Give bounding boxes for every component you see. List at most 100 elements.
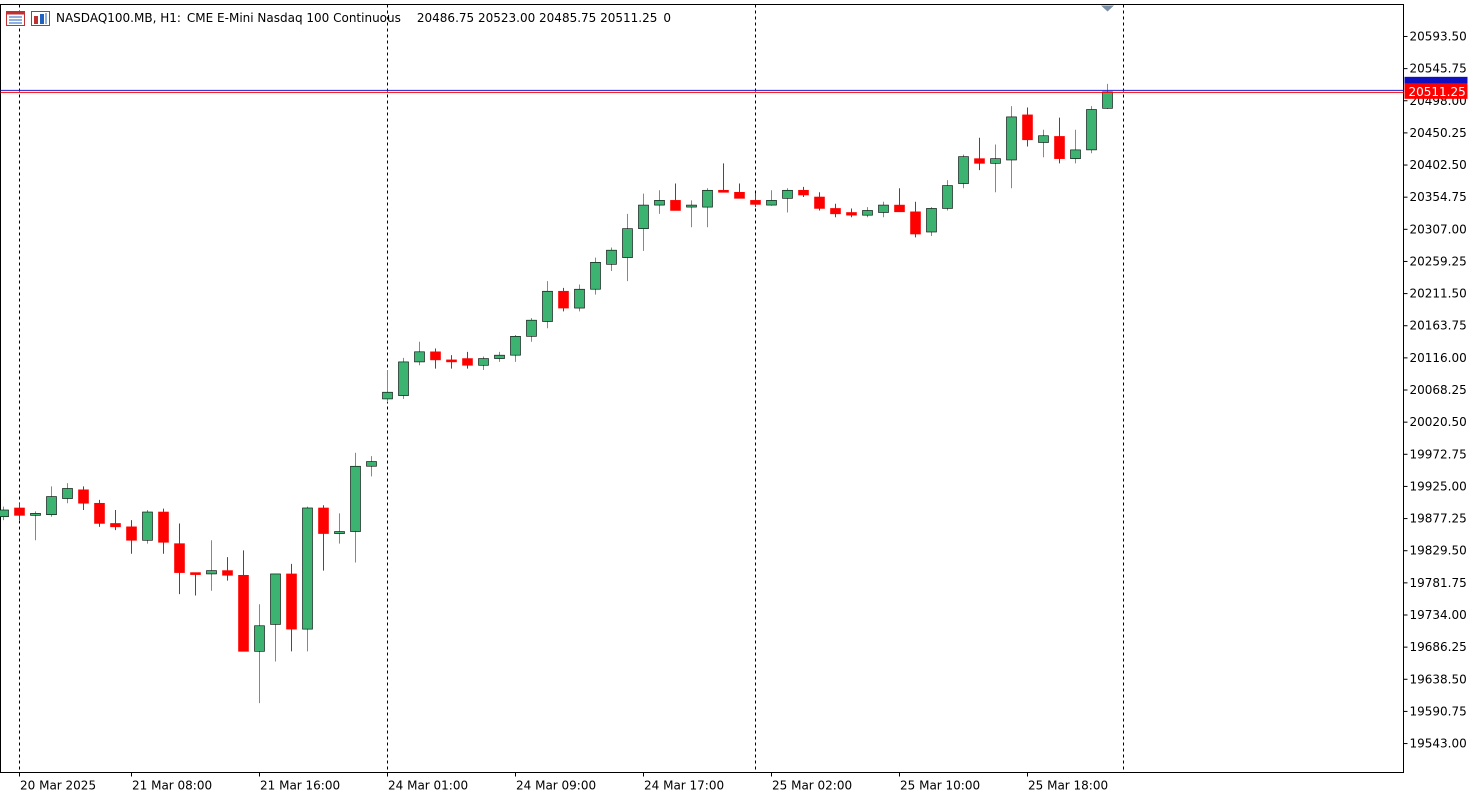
candle-body — [222, 570, 233, 576]
candle-body — [558, 290, 569, 309]
candle-body — [30, 513, 41, 516]
candle-body — [366, 461, 377, 467]
candle-body — [686, 204, 697, 208]
y-tick-label: 19877.25 — [1410, 512, 1467, 526]
candle-body — [318, 507, 329, 534]
candle-body — [62, 488, 73, 499]
y-tick-label: 20259.25 — [1410, 254, 1467, 268]
candle-body — [590, 261, 601, 290]
y-tick-label: 20450.25 — [1410, 126, 1467, 140]
candle-body — [542, 290, 553, 322]
candle-body — [334, 531, 345, 534]
candle-body — [1038, 135, 1049, 143]
y-tick-label: 19829.50 — [1410, 544, 1467, 558]
candle-body — [526, 319, 537, 337]
candle-body — [638, 204, 649, 229]
x-tick-label: 21 Mar 16:00 — [260, 779, 340, 793]
candle-body — [462, 358, 473, 366]
candle-body — [798, 189, 809, 196]
x-tick-label: 25 Mar 02:00 — [772, 779, 852, 793]
x-tick-label: 24 Mar 01:00 — [388, 779, 468, 793]
candle-body — [174, 543, 185, 573]
x-tick-label: 25 Mar 18:00 — [1028, 779, 1108, 793]
y-tick-label: 19638.50 — [1410, 672, 1467, 686]
candle-body — [974, 158, 985, 164]
candle-body — [574, 288, 585, 309]
candle-body — [254, 625, 265, 652]
x-tick-label: 21 Mar 08:00 — [132, 779, 212, 793]
candle-body — [734, 191, 745, 199]
chart-info-bar: NASDAQ100.MB, H1: CME E-Mini Nasdaq 100 … — [6, 9, 671, 27]
candle-body — [206, 570, 217, 575]
candle-body — [846, 212, 857, 216]
candle-body — [190, 572, 201, 575]
candle-body — [990, 158, 1001, 164]
x-tick-label: 25 Mar 10:00 — [900, 779, 980, 793]
y-tick-label: 20593.50 — [1410, 29, 1467, 43]
candle-body — [878, 204, 889, 213]
candle-body — [622, 228, 633, 258]
candle-body — [270, 573, 281, 625]
y-tick-label: 19543.00 — [1410, 737, 1467, 751]
candle-body — [110, 523, 121, 528]
y-tick-label: 20163.75 — [1410, 319, 1467, 333]
candle-body — [382, 391, 393, 400]
candle-body — [606, 249, 617, 265]
candle-body — [1022, 114, 1033, 141]
ohlc-values: 20486.75 20523.00 20485.75 20511.25 — [416, 11, 658, 25]
candle-body — [510, 336, 521, 356]
candle-body — [814, 196, 825, 209]
volume-value: 0 — [663, 11, 672, 25]
candle-body — [94, 502, 105, 524]
candle-body — [862, 210, 873, 216]
candle-body — [782, 189, 793, 199]
y-tick-label: 20307.00 — [1410, 222, 1467, 236]
candle-body — [1070, 149, 1081, 159]
candle-body — [702, 189, 713, 208]
candle-body — [942, 185, 953, 209]
y-tick-label: 20068.25 — [1410, 383, 1467, 397]
candle-body — [414, 351, 425, 363]
candle-body — [126, 526, 137, 541]
indicators-icon[interactable] — [31, 10, 50, 26]
candle-body — [1102, 91, 1113, 109]
price-marker — [1404, 83, 1468, 99]
plot-frame — [0, 4, 1404, 773]
candle-body — [350, 465, 361, 532]
y-tick-label: 19590.75 — [1410, 704, 1467, 718]
price-marker-label: 20511.25 — [1409, 85, 1466, 99]
candle-body — [926, 208, 937, 233]
x-tick-label: 24 Mar 09:00 — [516, 779, 596, 793]
candle-body — [14, 507, 25, 516]
candle-body — [478, 358, 489, 366]
candle-body — [142, 511, 153, 541]
candle-body — [1006, 116, 1017, 161]
y-tick-label: 20211.50 — [1410, 287, 1467, 301]
y-tick-label: 19781.75 — [1410, 576, 1467, 590]
symbol-timeframe: NASDAQ100.MB, H1: — [56, 11, 181, 25]
y-tick-label: 19925.00 — [1410, 479, 1467, 493]
candle-body — [446, 359, 457, 363]
candle-body — [0, 509, 9, 518]
candle-body — [654, 200, 665, 206]
candle-body — [302, 507, 313, 630]
x-tick-label: 20 Mar 2025 — [20, 779, 96, 793]
shift-marker-icon — [1101, 5, 1114, 12]
candle-body — [238, 574, 249, 652]
candle-body — [286, 573, 297, 630]
x-tick-label: 24 Mar 17:00 — [644, 779, 724, 793]
symbol-description: CME E-Mini Nasdaq 100 Continuous — [186, 11, 401, 25]
candle-body — [830, 208, 841, 215]
chart-window-icon[interactable] — [6, 10, 25, 26]
candle-body — [750, 200, 761, 205]
candle-body — [46, 496, 57, 516]
candle-body — [766, 200, 777, 206]
candle-body — [910, 211, 921, 235]
y-tick-label: 20354.75 — [1410, 190, 1467, 204]
candle-body — [718, 189, 729, 193]
y-tick-label: 20402.50 — [1410, 158, 1467, 172]
y-tick-label: 20020.50 — [1410, 415, 1467, 429]
y-tick-label: 20116.00 — [1410, 351, 1467, 365]
